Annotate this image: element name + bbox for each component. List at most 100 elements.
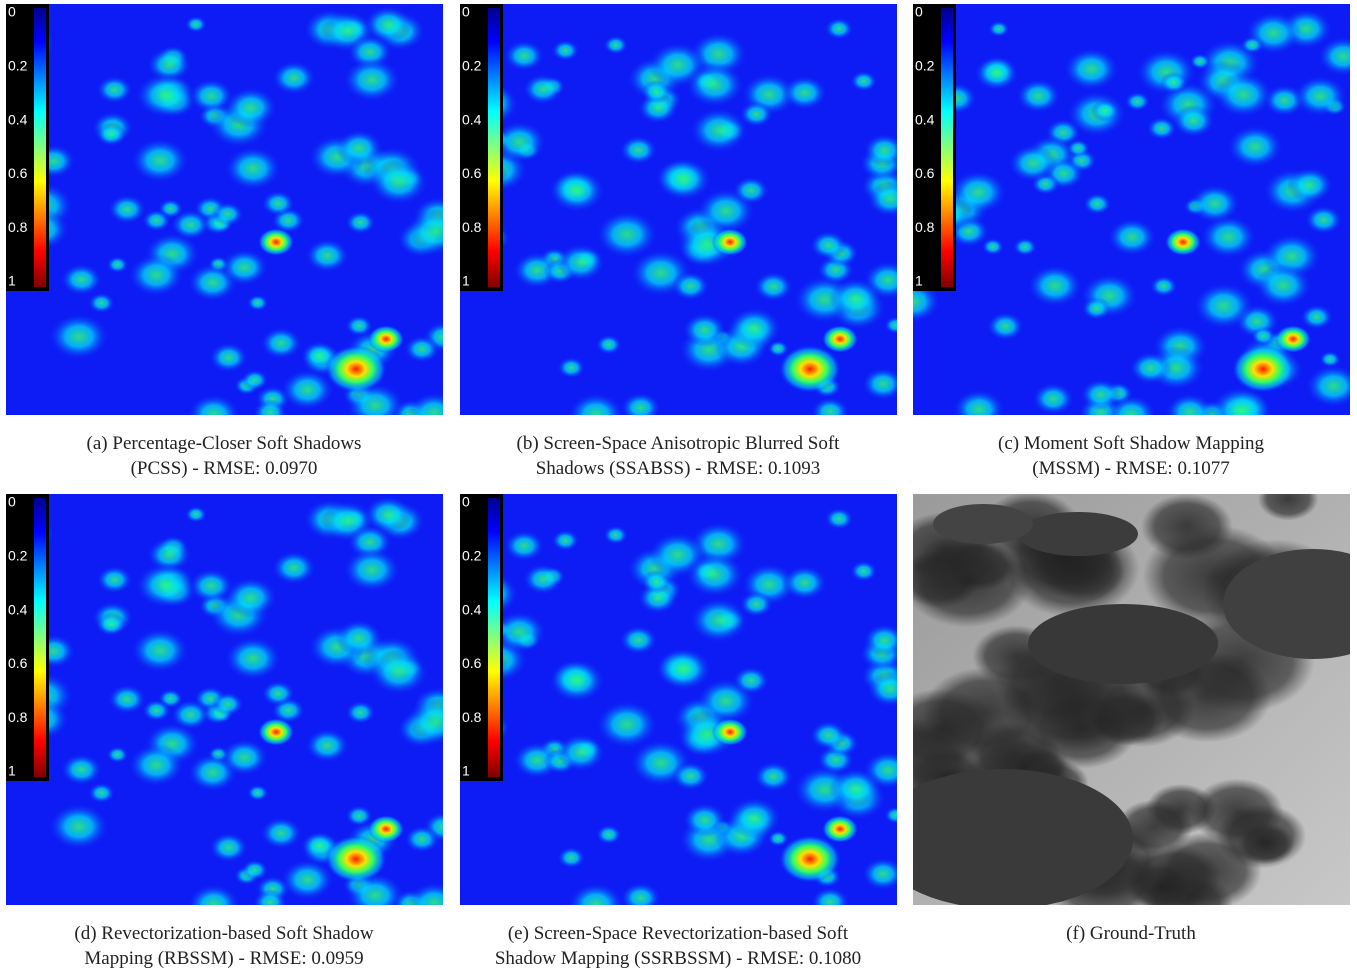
error-blob xyxy=(262,681,295,707)
error-blob xyxy=(1125,92,1150,111)
error-blob xyxy=(343,58,400,102)
caption: (b) Screen-Space Anisotropic Blurred Sof… xyxy=(448,431,908,481)
error-blob xyxy=(189,79,233,113)
error-blob xyxy=(404,826,439,853)
figure-image xyxy=(913,494,1350,905)
error-blob xyxy=(1255,263,1312,307)
error-blob xyxy=(988,21,1009,37)
shadow-region xyxy=(1191,779,1284,845)
error-blob xyxy=(185,16,207,33)
error-blob xyxy=(556,244,605,282)
error-blob xyxy=(754,762,793,792)
error-blob xyxy=(1294,76,1347,117)
error-blob xyxy=(603,36,628,55)
error-blob xyxy=(810,721,847,750)
error-blob xyxy=(1300,304,1333,329)
error-blob xyxy=(369,159,428,205)
error-blob xyxy=(1108,218,1157,256)
error-blob xyxy=(305,729,349,763)
colorbar-label: 0.4 xyxy=(915,111,935,127)
colorbar: 00.20.40.60.81 xyxy=(6,4,49,291)
error-blob xyxy=(96,613,127,637)
error-blob xyxy=(171,210,210,240)
image-canvas: 00.20.40.60.81 xyxy=(6,494,443,905)
error-blob xyxy=(1160,72,1188,94)
error-blob xyxy=(221,249,269,286)
error-blob xyxy=(620,136,658,165)
error-blob xyxy=(672,272,710,301)
colorbar-label: 0.8 xyxy=(8,219,28,235)
error-blob xyxy=(672,762,710,791)
colorbar-label: 0 xyxy=(8,494,16,510)
error-blob xyxy=(1241,36,1264,54)
error-blob xyxy=(829,768,882,809)
error-blob xyxy=(212,202,244,226)
colorbar-label: 0.8 xyxy=(915,219,935,235)
error-blob xyxy=(523,74,563,105)
error-blob xyxy=(1066,139,1090,157)
colorbar-scale xyxy=(941,8,953,287)
error-hot-blob xyxy=(325,345,387,393)
error-blob xyxy=(241,860,268,881)
error-blob xyxy=(128,254,184,297)
colorbar: 00.20.40.60.81 xyxy=(913,4,956,291)
error-blob xyxy=(523,564,563,595)
error-hot-blob xyxy=(325,835,387,883)
error-blob xyxy=(557,357,585,378)
error-blob xyxy=(1251,326,1276,345)
error-blob xyxy=(987,312,1024,341)
error-blob xyxy=(950,170,1007,214)
error-hot-blob xyxy=(712,228,748,256)
error-blob xyxy=(212,692,244,716)
error-blob xyxy=(740,591,774,617)
error-blob xyxy=(185,506,207,523)
error-blob xyxy=(504,40,544,71)
error-hot-blob xyxy=(712,718,748,746)
caption-line: Shadows (SSABSS) - RMSE: 0.1093 xyxy=(448,456,908,481)
error-blob xyxy=(97,76,133,104)
error-blob xyxy=(61,754,102,786)
error-blob xyxy=(596,701,658,749)
error-blob xyxy=(690,598,748,643)
error-blob xyxy=(685,62,744,107)
figure: {"panels": [ {"kind": "heatmap", "captio… xyxy=(0,0,1357,978)
error-blob xyxy=(1091,100,1120,122)
colorbar-scale xyxy=(488,8,500,287)
error-blob xyxy=(683,313,727,347)
error-blob xyxy=(504,530,544,561)
error-blob xyxy=(549,169,605,212)
error-blob xyxy=(131,138,189,183)
colorbar-label: 0 xyxy=(462,4,470,20)
image-canvas: 00.20.40.60.81 xyxy=(460,494,897,905)
error-blob xyxy=(189,569,233,603)
error-blob xyxy=(225,637,282,681)
error-blob xyxy=(1008,144,1057,182)
colorbar-label: 0.6 xyxy=(8,655,28,671)
error-blob xyxy=(262,191,295,217)
caption-line: (f) Ground-Truth xyxy=(901,921,1357,946)
error-blob xyxy=(1227,125,1283,168)
error-blob xyxy=(685,552,744,597)
caption: (c) Moment Soft Shadow Mapping(MSSM) - R… xyxy=(901,431,1357,481)
error-blob xyxy=(782,566,827,600)
error-blob xyxy=(209,343,248,373)
error-blob xyxy=(850,71,877,92)
error-blob xyxy=(1032,383,1074,415)
error-hot-blob xyxy=(1275,325,1311,353)
error-blob xyxy=(108,684,146,714)
error-blob xyxy=(549,659,605,702)
figure-image: 00.20.40.60.81 xyxy=(6,494,443,905)
error-hot-blob xyxy=(368,325,404,353)
colorbar-label: 0.6 xyxy=(915,165,935,181)
image-canvas xyxy=(913,494,1350,905)
image-canvas: 00.20.40.60.81 xyxy=(913,4,1350,415)
error-blob xyxy=(108,194,146,224)
caption-line: (PCSS) - RMSE: 0.0970 xyxy=(0,456,454,481)
error-blob xyxy=(345,805,372,826)
error-blob xyxy=(272,61,316,95)
error-blob xyxy=(620,626,658,655)
caption-line: Shadow Mapping (SSRBSSM) - RMSE: 0.1080 xyxy=(448,946,908,971)
error-blob xyxy=(754,272,793,302)
caption-line: (b) Screen-Space Anisotropic Blurred Sof… xyxy=(448,431,908,456)
colorbar-label: 0.2 xyxy=(915,58,935,74)
